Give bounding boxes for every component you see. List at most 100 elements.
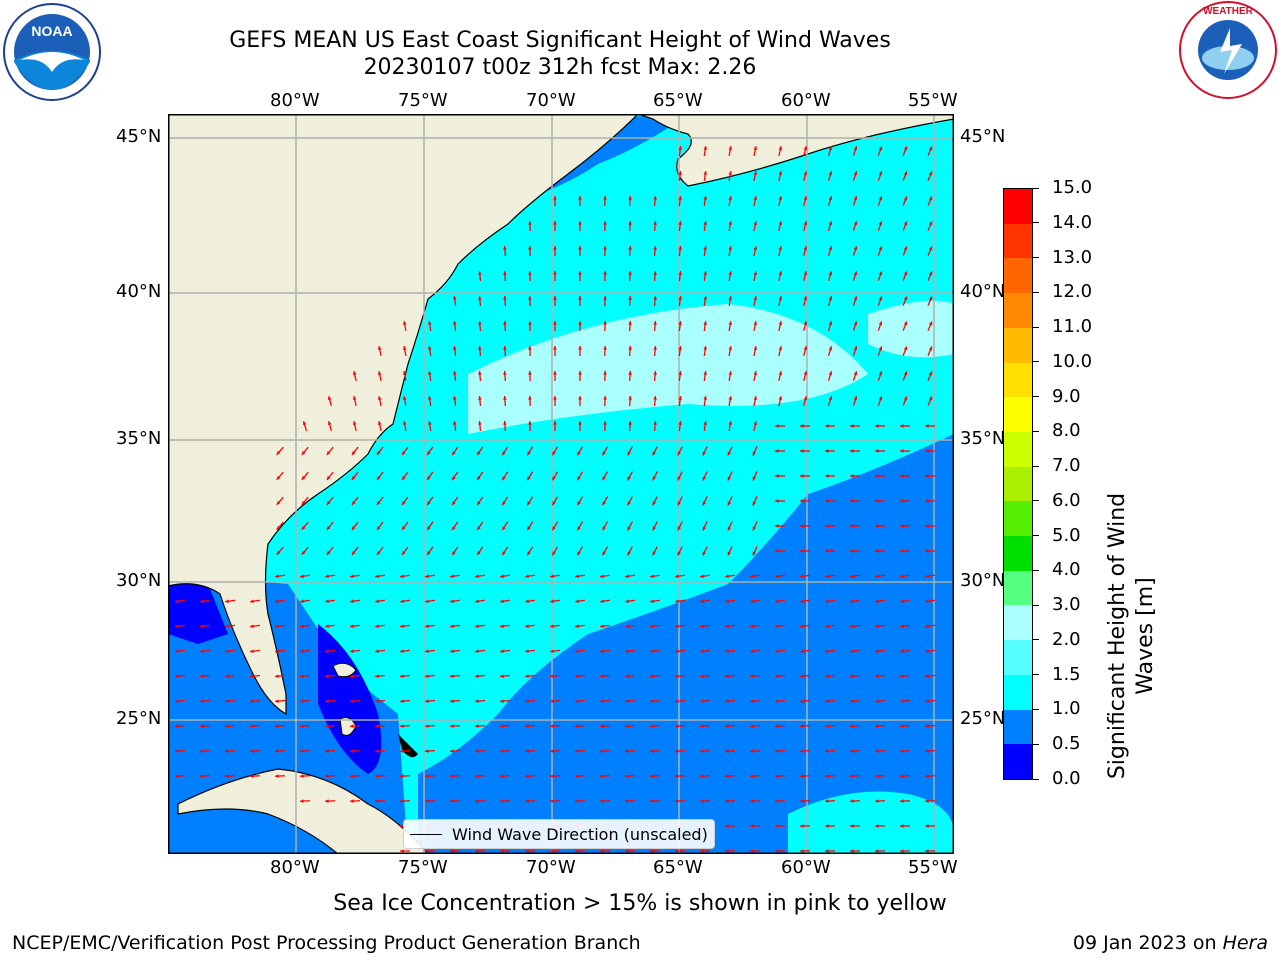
wave-direction-arrow: [899, 799, 911, 803]
wave-direction-arrow: [728, 395, 733, 407]
colorbar-tick-mark: [1033, 326, 1039, 328]
wave-direction-arrow: [653, 320, 657, 332]
wave-direction-arrow: [352, 420, 357, 432]
wave-direction-arrow: [524, 649, 536, 653]
wave-direction-arrow: [852, 196, 858, 206]
wave-direction-arrow: [653, 370, 657, 382]
wave-direction-arrow: [501, 471, 509, 481]
wave-direction-arrow: [578, 395, 582, 407]
wave-direction-arrow: [874, 799, 886, 803]
wave-direction-arrow: [677, 446, 683, 456]
wave-direction-arrow: [374, 724, 386, 728]
wave-direction-arrow: [753, 320, 758, 332]
wave-direction-arrow: [803, 346, 808, 356]
wave-direction-arrow: [824, 699, 836, 703]
wave-direction-arrow: [549, 624, 561, 628]
wave-direction-arrow: [925, 549, 935, 553]
wave-direction-arrow: [599, 624, 611, 628]
wave-direction-arrow: [724, 849, 736, 853]
wave-direction-arrow: [374, 799, 386, 803]
wave-direction-arrow: [628, 195, 632, 207]
wave-direction-arrow: [427, 420, 432, 432]
wave-direction-arrow: [249, 699, 261, 703]
wave-direction-arrow: [299, 724, 311, 728]
wave-direction-arrow: [553, 320, 557, 332]
wave-direction-arrow: [478, 345, 482, 357]
wave-direction-arrow: [699, 849, 711, 853]
wave-direction-arrow: [401, 471, 409, 481]
wave-direction-arrow: [674, 699, 686, 703]
wave-direction-arrow: [427, 395, 432, 407]
wave-direction-arrow: [503, 245, 507, 257]
wave-direction-arrow: [478, 370, 482, 382]
wave-direction-arrow: [324, 799, 336, 803]
colorbar-tick-label: 7.0: [1052, 455, 1081, 477]
wave-direction-arrow: [874, 774, 886, 778]
wave-direction-arrow: [174, 699, 186, 703]
wave-direction-arrow: [927, 196, 933, 206]
wave-direction-arrow: [877, 296, 883, 306]
wave-direction-arrow: [553, 370, 557, 382]
wave-direction-arrow: [924, 574, 936, 579]
wave-direction-arrow: [774, 749, 786, 753]
colorbar-tick-mark: [1033, 465, 1039, 467]
wave-direction-arrow: [549, 649, 561, 653]
wave-direction-arrow: [724, 574, 736, 579]
lon-label-bottom: 80°W: [270, 857, 320, 878]
wave-direction-arrow: [327, 421, 332, 431]
wave-direction-arrow: [653, 395, 657, 407]
colorbar-segment: [1004, 500, 1032, 537]
wave-direction-arrow: [603, 370, 607, 382]
wave-direction-arrow: [352, 395, 357, 407]
wave-direction-arrow: [827, 371, 833, 381]
wave-direction-arrow: [902, 221, 908, 231]
wave-direction-arrow: [824, 774, 836, 778]
wave-direction-arrow: [603, 395, 607, 407]
colorbar-segment: [1004, 362, 1032, 398]
colorbar-segment: [1004, 743, 1032, 779]
wave-direction-arrow: [927, 271, 933, 281]
wave-direction-arrow: [824, 849, 836, 853]
wave-direction-arrow: [875, 474, 885, 478]
wave-direction-arrow: [377, 420, 382, 432]
very-low-wave-area: [168, 584, 228, 644]
wave-direction-arrow: [553, 270, 557, 282]
wave-direction-arrow: [578, 420, 582, 432]
wave-direction-arrow: [678, 345, 682, 357]
wave-direction-arrow: [649, 674, 661, 678]
wave-direction-arrow: [899, 849, 911, 853]
wave-direction-arrow: [902, 246, 908, 256]
wave-direction-arrow: [749, 599, 761, 604]
wave-direction-arrow: [503, 295, 507, 307]
wave-direction-arrow: [451, 446, 459, 456]
wave-direction-arrow: [578, 320, 582, 332]
wave-direction-arrow: [728, 220, 733, 232]
wave-direction-arrow: [925, 424, 935, 428]
us-east-coast-land: [168, 114, 639, 716]
wave-direction-arrow: [727, 446, 733, 456]
colorbar-tick-mark: [1033, 743, 1039, 745]
wave-direction-arrow: [677, 471, 683, 481]
wave-direction-arrow: [775, 499, 785, 503]
wave-direction-arrow: [678, 145, 682, 157]
wave-direction-arrow: [528, 420, 532, 432]
wave-direction-arrow: [528, 245, 532, 257]
wave-direction-arrow: [874, 674, 886, 678]
wave-direction-arrow: [649, 574, 661, 579]
wave-direction-arrow: [877, 246, 883, 256]
wave-direction-arrow: [499, 599, 511, 604]
wave-direction-arrow: [299, 674, 311, 678]
wave-direction-arrow: [849, 599, 861, 604]
wave-direction-arrow: [699, 574, 711, 579]
wave-direction-arrow: [877, 346, 883, 356]
wave-direction-arrow: [426, 446, 434, 456]
colorbar-tick-label: 14.0: [1052, 211, 1093, 233]
wave-direction-arrow: [852, 221, 858, 231]
wave-direction-arrow: [302, 421, 308, 431]
wave-direction-arrow: [924, 699, 936, 703]
colorbar-tick-label: 8.0: [1052, 420, 1081, 442]
wave-direction-arrow: [799, 624, 811, 628]
wave-direction-arrow: [827, 271, 833, 281]
wave-direction-arrow: [702, 546, 708, 556]
wave-direction-arrow: [399, 749, 411, 753]
